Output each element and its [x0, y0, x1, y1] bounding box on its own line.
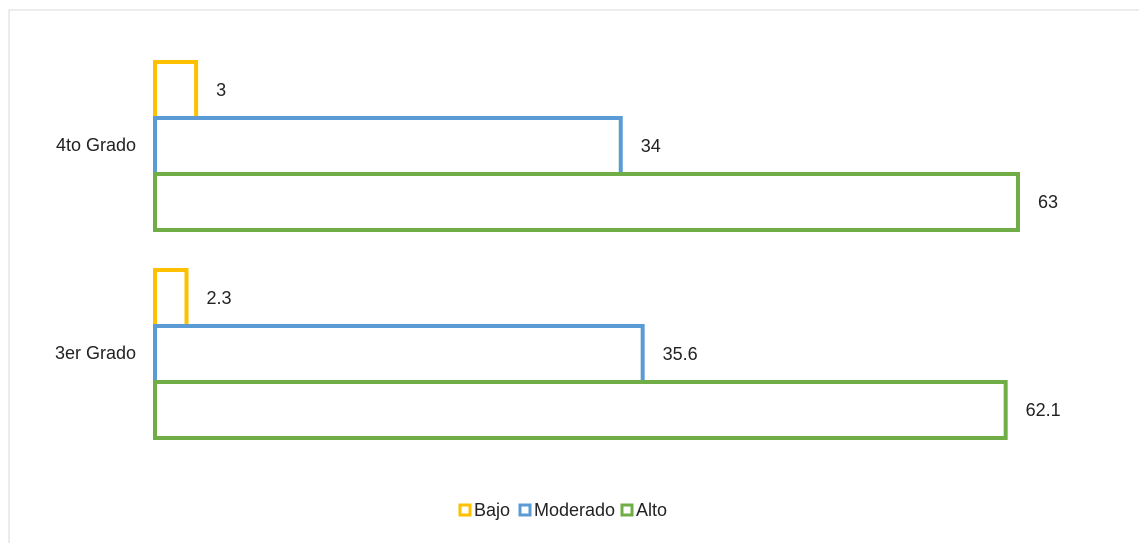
data-label: 63 — [1038, 192, 1058, 212]
data-label: 35.6 — [663, 344, 698, 364]
category-label: 3er Grado — [55, 343, 136, 363]
data-label: 2.3 — [207, 288, 232, 308]
legend-swatch — [458, 503, 472, 517]
legend-swatch — [518, 503, 532, 517]
data-label: 62.1 — [1026, 400, 1061, 420]
bar — [153, 268, 189, 328]
legend-label: Alto — [636, 500, 667, 520]
bar — [153, 116, 623, 176]
legend-label: Bajo — [474, 500, 510, 520]
category-label: 4to Grado — [56, 135, 136, 155]
data-label: 34 — [641, 136, 661, 156]
legend-swatch — [620, 503, 634, 517]
bar — [153, 324, 645, 384]
bar — [153, 60, 199, 120]
legend-label: Moderado — [534, 500, 615, 520]
data-label: 3 — [216, 80, 226, 100]
bar — [153, 380, 1008, 440]
bar — [153, 172, 1020, 232]
chart-border — [8, 9, 1139, 543]
